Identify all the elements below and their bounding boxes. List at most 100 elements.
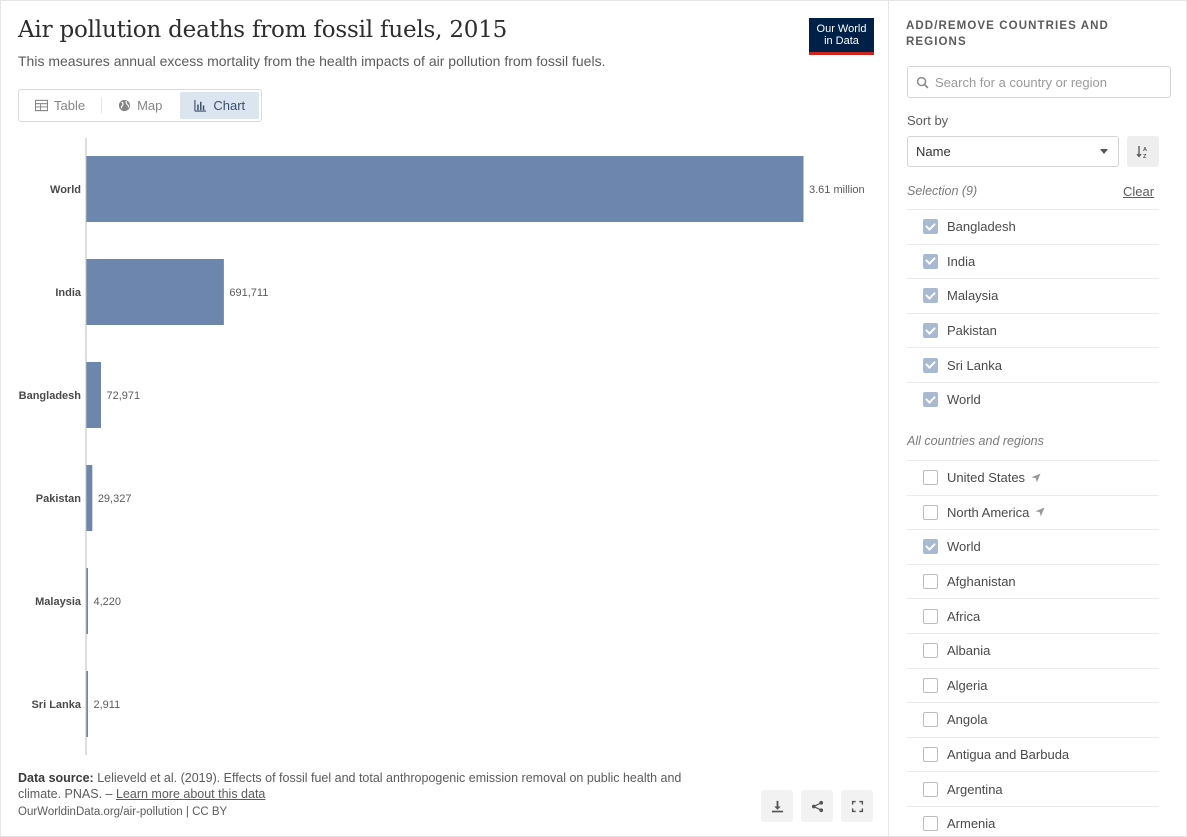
list-item[interactable]: Sri Lanka (907, 347, 1159, 382)
share-icon (811, 800, 823, 812)
value-label: 29,327 (98, 493, 132, 505)
list-item[interactable]: Africa (907, 598, 1159, 633)
download-button[interactable] (761, 790, 793, 822)
bar[interactable] (86, 156, 804, 222)
bar[interactable] (86, 259, 224, 325)
list-item-label: Argentina (947, 781, 1003, 797)
bar[interactable] (86, 568, 89, 634)
list-item-label: Algeria (947, 677, 988, 693)
expand-icon (851, 800, 863, 812)
list-item-label: Antigua and Barbuda (947, 747, 1070, 763)
checkbox[interactable] (923, 608, 938, 624)
sort-by-label: Sort by (907, 113, 949, 128)
checkbox[interactable] (923, 323, 938, 339)
checkbox[interactable] (923, 643, 938, 659)
bar[interactable] (86, 465, 93, 531)
page-subtitle: This measures annual excess mortality fr… (18, 53, 606, 69)
tab-chart-label: Chart (213, 98, 246, 113)
category-label: Malaysia (35, 596, 82, 608)
checkbox[interactable] (923, 470, 938, 486)
checkbox[interactable] (923, 539, 938, 555)
list-item-label: Pakistan (947, 323, 997, 339)
checkbox[interactable] (923, 781, 938, 797)
tab-map[interactable]: Map (102, 90, 178, 121)
list-item-label: World (947, 392, 981, 408)
checkbox[interactable] (923, 574, 938, 590)
source-label: Data source: (18, 771, 94, 785)
checkbox[interactable] (923, 504, 938, 520)
tab-divider (101, 98, 103, 113)
download-icon (771, 800, 783, 812)
value-label: 2,911 (94, 699, 121, 711)
list-item[interactable]: Malaysia (907, 278, 1159, 313)
all-entities-header: All countries and regions (907, 434, 1044, 448)
list-item[interactable]: Afghanistan (907, 563, 1159, 599)
list-item[interactable]: Angola (907, 702, 1159, 737)
clear-button[interactable]: Clear (1123, 184, 1155, 199)
list-item-label: Bangladesh (947, 219, 1016, 235)
list-item[interactable]: Argentina (907, 771, 1159, 806)
list-item-label: Armenia (947, 816, 996, 832)
search-input[interactable] (935, 74, 1155, 90)
list-item[interactable]: World (907, 529, 1159, 564)
checkbox[interactable] (923, 219, 938, 235)
view-tabs: Table Map Chart (18, 89, 263, 122)
share-button[interactable] (801, 790, 833, 822)
selection-list: Bangladesh India Malaysia Pakistan Sri Lanka… (907, 209, 1159, 417)
checkbox[interactable] (923, 253, 938, 269)
list-item[interactable]: United States (907, 460, 1159, 495)
bar-chart: World 3.61 million India 691,711 Bangladesh 7… (19, 138, 865, 755)
tab-chart[interactable]: Chart (180, 92, 260, 119)
all-entities-list: United States North America World Afghanist… (907, 460, 1159, 836)
sort-select[interactable]: Name (907, 136, 1119, 167)
selection-header: Selection (9) (907, 184, 978, 198)
list-item-label: North America (947, 504, 1030, 520)
svg-text:A: A (1143, 147, 1147, 153)
list-item[interactable]: Pakistan (907, 312, 1159, 348)
tab-table-label: Table (54, 98, 86, 113)
source-url[interactable]: OurWorldinData.org/air-pollution | CC BY (18, 806, 228, 818)
list-item-label: Sri Lanka (947, 357, 1002, 373)
sort-order-icon: AZ (1136, 145, 1147, 159)
list-item[interactable]: Albania (907, 632, 1159, 668)
value-label: 3.61 million (809, 184, 865, 196)
list-item[interactable]: Antigua and Barbuda (907, 736, 1159, 772)
tab-table[interactable]: Table (19, 90, 101, 121)
category-label: Sri Lanka (31, 699, 81, 711)
table-icon (35, 99, 48, 112)
checkbox[interactable] (923, 677, 938, 693)
search-icon (916, 76, 929, 88)
checkbox[interactable] (923, 357, 938, 373)
chevron-down-icon (1100, 149, 1108, 154)
bar[interactable] (86, 671, 89, 737)
chart-area: World 3.61 million India 691,711 Bangladesh 7… (1, 131, 889, 761)
checkbox[interactable] (923, 392, 938, 408)
bar[interactable] (86, 362, 101, 428)
search-box[interactable] (907, 66, 1171, 98)
globe-icon (119, 99, 131, 112)
sort-select-value: Name (916, 144, 951, 159)
list-item[interactable]: Bangladesh (907, 209, 1159, 244)
checkbox[interactable] (923, 816, 938, 832)
fullscreen-button[interactable] (841, 790, 873, 822)
learn-more-link[interactable]: Learn more about this data (115, 787, 266, 801)
svg-text:Z: Z (1143, 154, 1147, 159)
location-arrow-icon (1035, 507, 1045, 517)
category-label: India (55, 287, 82, 299)
checkbox[interactable] (923, 712, 938, 728)
list-item[interactable]: Algeria (907, 667, 1159, 703)
list-item[interactable]: India (907, 243, 1159, 279)
list-item[interactable]: Armenia (907, 805, 1159, 836)
category-label: Pakistan (36, 493, 82, 505)
owid-logo[interactable]: Our World in Data (809, 18, 874, 55)
source-text: Lelieveld et al. (2019). Effects of foss… (18, 771, 682, 801)
page-title: Air pollution deaths from fossil fuels, … (18, 17, 508, 43)
list-item[interactable]: World (907, 381, 1159, 417)
checkbox[interactable] (923, 288, 938, 304)
list-item[interactable]: North America (907, 494, 1159, 530)
logo-line-1: Our World (816, 23, 867, 35)
checkbox[interactable] (923, 747, 938, 763)
list-item-label: Africa (947, 608, 981, 624)
list-item-label: Angola (947, 712, 988, 728)
